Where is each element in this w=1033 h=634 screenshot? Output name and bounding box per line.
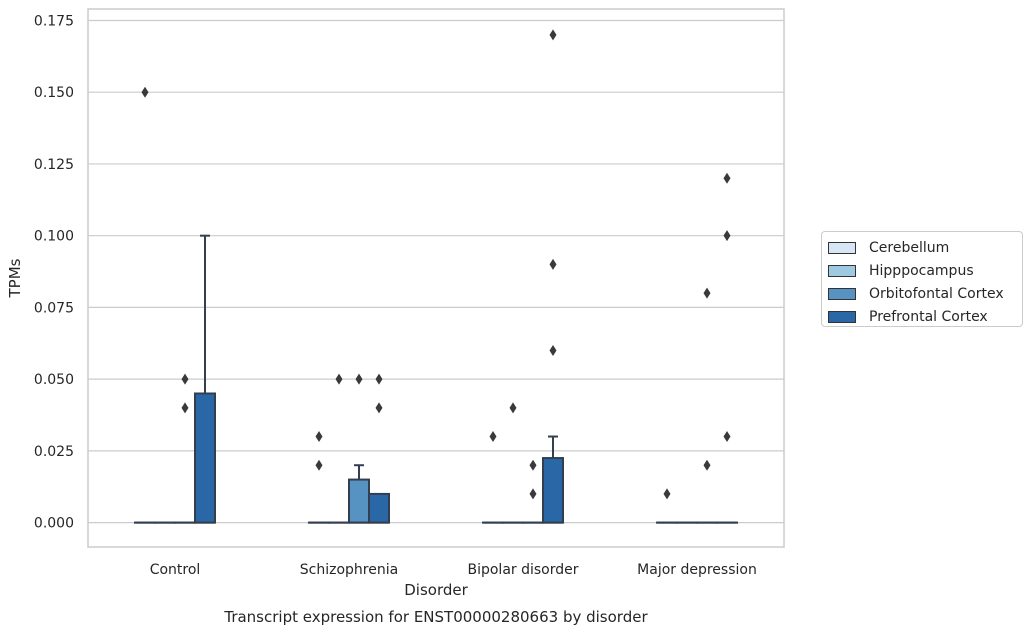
legend-swatch [828, 264, 856, 277]
legend-swatch [828, 287, 856, 300]
outlier-point [141, 86, 149, 98]
x-axis-title: Disorder [404, 581, 468, 599]
chart-title: Transcript expression for ENST0000028066… [223, 608, 648, 626]
box-body [194, 392, 216, 524]
outlier-point [723, 172, 731, 184]
legend-item: Prefrontal Cortex [828, 305, 1022, 328]
x-tick-label: Schizophrenia [300, 562, 398, 578]
outlier-point [355, 373, 363, 385]
box-orbitofontal-cortex [348, 464, 370, 524]
legend-item: Hipppocampus [828, 259, 1022, 282]
outlier-point [549, 258, 557, 270]
box-prefrontal-cortex [542, 435, 564, 524]
y-tick-label: 0.050 [34, 372, 74, 388]
box-plot-series [134, 234, 738, 524]
box-body [368, 492, 390, 524]
y-tick-label: 0.000 [34, 516, 74, 532]
x-tick-label: Control [150, 562, 201, 578]
outlier-point [723, 230, 731, 242]
outlier-point [663, 488, 671, 500]
legend-label: Prefrontal Cortex [869, 308, 988, 325]
outlier-point [703, 287, 711, 299]
legend-item: Cerebellum [828, 236, 1022, 259]
y-tick-label: 0.125 [34, 157, 74, 173]
gridlines [88, 19, 784, 524]
outlier-point [375, 373, 383, 385]
y-tick-label: 0.100 [34, 229, 74, 245]
outlier-point [529, 488, 537, 500]
outlier-point [723, 431, 731, 443]
y-tick-label: 0.150 [34, 85, 74, 101]
x-tick-label: Major depression [637, 562, 757, 578]
x-axis-ticks: Control Schizophrenia Bipolar disorder Majo… [150, 562, 757, 578]
outlier-points [141, 29, 731, 500]
y-tick-label: 0.175 [34, 13, 74, 29]
legend-swatch [828, 310, 856, 323]
outlier-point [549, 29, 557, 41]
y-tick-label: 0.025 [34, 444, 74, 460]
box-body [348, 478, 370, 524]
box-prefrontal-cortex [194, 234, 216, 524]
legend-item: Orbitofontal Cortex [828, 282, 1022, 305]
legend-label: Hipppocampus [869, 262, 974, 279]
x-tick-label: Bipolar disorder [467, 562, 578, 578]
outlier-point [335, 373, 343, 385]
legend: Cerebellum Hipppocampus Orbitofontal Corte… [821, 231, 1023, 327]
outlier-point [181, 373, 189, 385]
outlier-point [375, 402, 383, 414]
legend-label: Cerebellum [869, 239, 950, 256]
legend-swatch [828, 241, 856, 254]
outlier-point [509, 402, 517, 414]
outlier-point [315, 431, 323, 443]
y-axis-title: TPMs [6, 258, 24, 298]
y-axis-ticks: 0.000 0.025 0.050 0.075 0.100 0.125 0.150 0.175 [34, 13, 74, 531]
outlier-point [489, 431, 497, 443]
outlier-point [549, 344, 557, 356]
outlier-point [529, 459, 537, 471]
outlier-point [315, 459, 323, 471]
box-prefrontal-cortex [368, 492, 390, 524]
plot-area-frame [87, 8, 785, 548]
legend-label: Orbitofontal Cortex [869, 285, 1004, 302]
box-body [542, 457, 564, 524]
y-tick-label: 0.075 [34, 300, 74, 316]
outlier-point [181, 402, 189, 414]
outlier-point [703, 459, 711, 471]
